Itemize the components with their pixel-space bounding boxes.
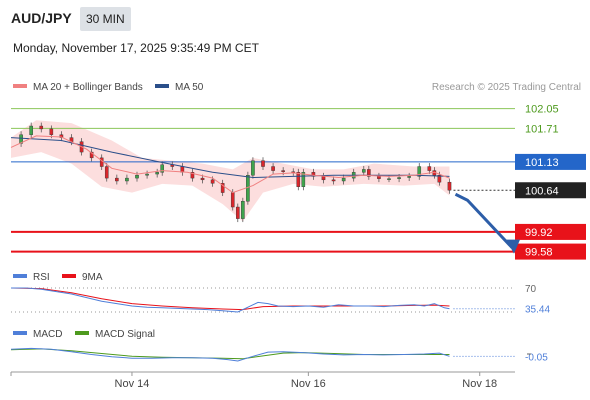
candle-body: [59, 134, 64, 138]
candle-body: [49, 128, 54, 135]
level-tag-support: [515, 223, 586, 240]
macd-line: [10, 347, 450, 362]
projection-arrow: [454, 192, 514, 249]
candle-body: [155, 172, 159, 175]
ma50-line: [10, 137, 450, 179]
current-price-tag: [515, 182, 586, 199]
candle-body: [377, 176, 381, 179]
legend-label-9ma: 9MA: [82, 272, 103, 283]
price-legend: MA 20 + Bollinger Bands MA 50 Research ©…: [13, 82, 581, 93]
candle-body: [104, 166, 109, 179]
legend-swatch-rsi: [13, 274, 27, 278]
candle-body: [367, 169, 371, 177]
rsi-panel: RSI 9MA 70 35.44: [10, 272, 550, 316]
candle-body: [241, 201, 245, 219]
legend-swatch-ma50: [155, 84, 169, 88]
symbol-title: AUD/JPY: [11, 10, 72, 26]
legend-label-macd-signal: MACD Signal: [95, 329, 155, 340]
ma20-line: [10, 135, 450, 194]
legend-swatch-macd-signal: [75, 331, 89, 335]
candle-body: [407, 176, 411, 178]
legend-label-rsi: RSI: [33, 272, 50, 283]
candle-body: [145, 173, 149, 176]
rsi-current-label: 35.44: [525, 305, 550, 316]
candle-body: [321, 176, 326, 181]
rsi-line: [11, 287, 450, 313]
candle-body: [447, 181, 452, 191]
level-label-resistance: 102.05: [525, 104, 559, 116]
rsi-level-label: 70: [525, 284, 537, 295]
candle-body: [362, 169, 366, 173]
candle-body: [125, 177, 129, 182]
candle-body: [296, 172, 301, 187]
candle-body: [230, 192, 235, 208]
current-price-label: 100.64: [525, 185, 559, 197]
candle-body: [115, 177, 119, 182]
legend-label-macd: MACD: [33, 329, 62, 340]
macd-panel: MACD MACD Signal -0.05: [10, 329, 548, 363]
x-axis-tick-label: Nov 18: [462, 378, 497, 390]
source-credit: Research © 2025 Trading Central: [432, 82, 581, 93]
candle-body: [387, 178, 391, 180]
datetime-label: Monday, November 17, 2025 9:35:49 PM CET: [13, 41, 259, 55]
candle-body: [29, 125, 33, 135]
candle-body: [99, 157, 104, 167]
candle-body: [200, 177, 205, 181]
legend-swatch-9ma: [62, 274, 76, 278]
level-label-pivot: 101.13: [525, 157, 559, 169]
candle-body: [235, 206, 240, 219]
legend-swatch-ma20: [13, 84, 27, 88]
candle-body: [220, 183, 225, 193]
level-tag-support: [515, 243, 586, 260]
legend-label-ma20: MA 20 + Bollinger Bands: [33, 82, 143, 93]
candle-body: [341, 177, 346, 182]
candle-body: [397, 177, 401, 179]
candle-body: [437, 175, 442, 183]
price-panel: 102.05 101.71 101.13 99.92 99.58 100.64: [10, 104, 586, 260]
candle-body: [210, 179, 215, 184]
candle-body: [89, 151, 94, 159]
candle-body: [19, 134, 23, 144]
macd-signal-line: [10, 348, 450, 360]
projection-arrowhead: [506, 239, 520, 254]
candle-body: [331, 179, 336, 182]
legend-swatch-macd: [13, 331, 27, 335]
candle-body: [135, 175, 139, 179]
bollinger-band: [11, 120, 450, 222]
x-axis-tick-label: Nov 14: [115, 378, 150, 390]
level-label-support: 99.58: [525, 247, 553, 259]
candle-body: [160, 164, 165, 173]
candle-body: [251, 160, 255, 176]
legend-label-ma50: MA 50: [175, 82, 204, 93]
candle-body: [190, 172, 195, 179]
candle-body: [39, 125, 44, 130]
candle-body: [311, 172, 316, 177]
candle-body: [271, 166, 275, 171]
x-axis: Nov 14 Nov 16 Nov 18: [10, 371, 515, 390]
x-axis-tick-label: Nov 16: [291, 378, 326, 390]
timeframe-badge[interactable]: 30 MIN: [80, 7, 131, 31]
candle-body: [261, 160, 265, 167]
level-label-resistance: 101.71: [525, 123, 559, 135]
candle-body: [417, 166, 422, 177]
candle-body: [301, 172, 306, 187]
level-label-support: 99.92: [525, 227, 553, 239]
candle-body: [281, 170, 285, 172]
level-tag-pivot: [515, 153, 586, 170]
candle-body: [427, 166, 432, 171]
macd-current-label: -0.05: [525, 352, 548, 363]
